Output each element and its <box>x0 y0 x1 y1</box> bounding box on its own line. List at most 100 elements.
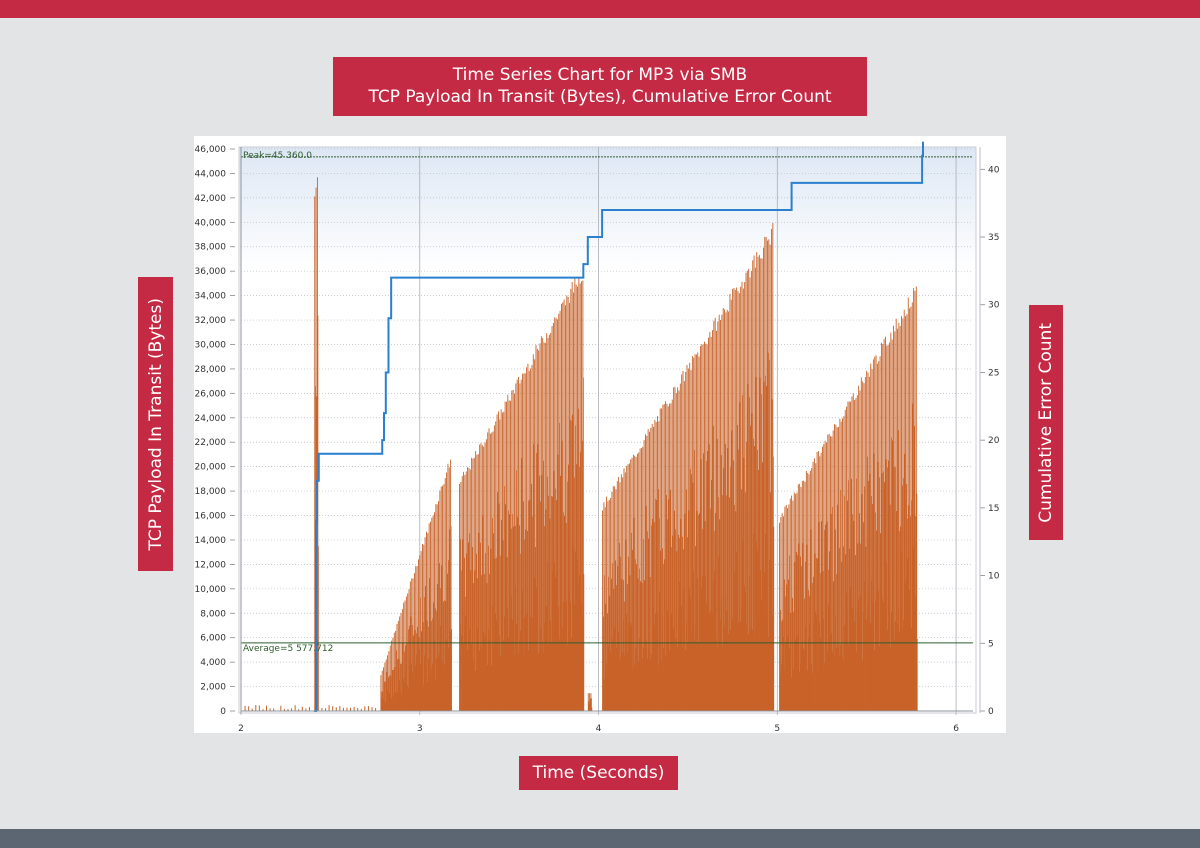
y-tick-label: 42,000 <box>195 194 227 204</box>
payload-bar <box>569 419 571 711</box>
payload-bar <box>720 455 722 711</box>
payload-bar <box>420 550 422 711</box>
payload-bar <box>563 602 565 711</box>
payload-bar <box>826 521 828 711</box>
payload-bar <box>399 663 401 711</box>
payload-bar <box>606 613 608 711</box>
x-tick-label: 5 <box>774 724 780 733</box>
payload-bar <box>695 546 696 711</box>
payload-bar <box>769 244 771 711</box>
payload-bar <box>632 549 633 711</box>
y2-tick-label: 15 <box>988 504 999 514</box>
payload-bar <box>692 571 694 711</box>
payload-bar <box>381 670 383 711</box>
payload-bar <box>524 617 526 711</box>
x-tick-label: 6 <box>953 724 959 733</box>
payload-bar <box>676 551 678 711</box>
payload-bar <box>705 343 707 711</box>
payload-bar <box>417 559 419 711</box>
payload-bar <box>400 613 402 711</box>
payload-bar <box>683 589 685 711</box>
payload-bar <box>539 501 541 711</box>
payload-bar <box>287 709 289 711</box>
payload-bar <box>897 430 899 711</box>
payload-bar <box>758 470 759 711</box>
payload-bar <box>869 473 871 711</box>
payload-bar <box>733 287 735 711</box>
chart-title: Time Series Chart for MP3 via SMB TCP Pa… <box>333 57 867 116</box>
payload-bar <box>907 297 909 711</box>
payload-bar <box>747 384 749 711</box>
y-tick-label: 26,000 <box>195 389 227 399</box>
payload-bar <box>646 531 648 711</box>
payload-bar <box>619 556 621 711</box>
payload-bar <box>499 555 501 711</box>
payload-bar <box>528 370 530 711</box>
payload-bar <box>519 383 521 711</box>
payload-bar <box>728 497 730 711</box>
payload-bar <box>437 583 439 711</box>
payload-bar <box>674 529 676 711</box>
payload-bar <box>413 635 414 711</box>
reference-lines <box>241 156 973 644</box>
payload-bar <box>467 542 469 711</box>
payload-bar <box>442 485 444 711</box>
payload-bar <box>472 583 474 711</box>
payload-bar <box>485 439 487 711</box>
payload-bar <box>892 440 894 711</box>
cumulative-error-point <box>317 452 320 455</box>
payload-bar <box>842 546 844 711</box>
payload-bar <box>798 543 800 711</box>
payload-bar <box>488 428 490 711</box>
payload-bar <box>855 478 857 711</box>
payload-bar <box>703 453 705 711</box>
payload-bar <box>555 577 557 711</box>
payload-bar <box>569 601 571 711</box>
payload-bar <box>494 558 496 711</box>
payload-bar <box>712 425 714 711</box>
payload-bar <box>630 532 632 711</box>
payload-bar <box>485 553 486 711</box>
payload-bar <box>636 564 637 711</box>
payload-bar <box>427 533 429 711</box>
payload-bar <box>662 404 664 711</box>
payload-bar <box>723 467 725 711</box>
y2-tick-label: 0 <box>988 707 994 717</box>
payload-bar <box>800 566 802 711</box>
axes: 0 2,000 4,000 6,000 8,000 10,000 12,000 14,000 1… <box>195 145 1000 733</box>
payload-bar <box>432 663 434 711</box>
payload-bar <box>678 612 679 711</box>
payload-bar <box>825 524 827 711</box>
payload-bar <box>743 457 745 711</box>
payload-bar <box>678 390 680 711</box>
payload-bar <box>562 302 564 711</box>
payload-bar <box>734 289 736 711</box>
payload-bar <box>667 406 669 711</box>
payload-bar <box>511 514 513 711</box>
payload-bar <box>843 495 845 711</box>
payload-bar <box>474 570 476 711</box>
payload-bar <box>672 535 674 711</box>
payload-bar <box>880 533 881 711</box>
payload-bar <box>781 513 783 711</box>
payload-bar <box>400 691 401 711</box>
payload-bar <box>729 467 731 711</box>
payload-bar <box>294 705 296 711</box>
payload-bar <box>388 688 389 711</box>
payload-bar <box>530 368 532 711</box>
payload-bar <box>633 517 635 711</box>
payload-bar <box>896 511 898 711</box>
payload-bar <box>569 302 570 711</box>
payload-bar <box>525 613 527 711</box>
payload-bar <box>713 320 715 711</box>
payload-bar <box>861 493 863 711</box>
payload-bar <box>471 546 473 711</box>
payload-bar <box>644 627 646 711</box>
payload-bar <box>829 551 831 711</box>
payload-bar <box>645 505 647 711</box>
payload-bar <box>660 661 662 711</box>
payload-bar <box>430 521 431 711</box>
payload-bar <box>682 370 684 711</box>
payload-bar <box>660 550 662 711</box>
x-tick-label: 3 <box>417 724 423 733</box>
